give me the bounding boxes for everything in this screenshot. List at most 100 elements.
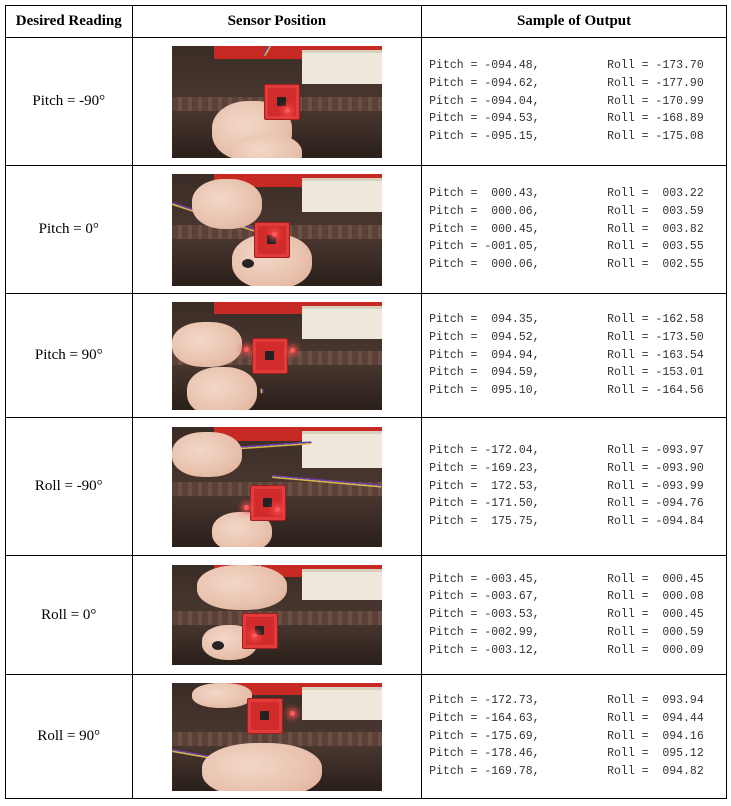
roll-value: Roll = 094.16 — [607, 729, 704, 743]
pitch-value: Pitch = -002.99, — [429, 625, 540, 639]
output-line: Pitch = 000.43, Roll = 003.22 — [429, 185, 726, 203]
table-row: Roll = 90° Pitch = -172.73, Roll = 093.94 P… — [5, 674, 727, 799]
pitch-value: Pitch = -003.45, — [429, 572, 540, 586]
desired-reading-cell: Pitch = -90° — [5, 37, 133, 166]
pitch-value: Pitch = 094.52, — [429, 330, 540, 344]
roll-value: Roll = -164.56 — [607, 384, 704, 398]
pitch-value: Pitch = -178.46, — [429, 747, 540, 761]
output-line: Pitch = -001.05, Roll = 003.55 — [429, 238, 726, 256]
output-line: Pitch = -169.23, Roll = -093.90 — [429, 460, 726, 478]
output-line: Pitch = -003.45, Roll = 000.45 — [429, 571, 726, 589]
roll-value: Roll = -093.90 — [607, 461, 704, 475]
pitch-value: Pitch = -172.04, — [429, 444, 540, 457]
roll-value: Roll = -153.01 — [607, 366, 704, 380]
output-line: Pitch = 094.52, Roll = -173.50 — [429, 329, 726, 347]
output-line: Pitch = -172.04, Roll = -093.97 — [429, 442, 726, 460]
output-line: Pitch = -172.73, Roll = 093.94 — [429, 692, 726, 710]
desired-reading-cell: Roll = 90° — [5, 674, 133, 799]
sensor-position-cell — [131, 37, 423, 166]
pitch-value: Pitch = 094.94, — [429, 348, 540, 362]
roll-value: Roll = -094.76 — [607, 497, 704, 511]
sensor-photo — [171, 45, 382, 158]
output-line: Pitch = -094.62, Roll = -177.90 — [429, 75, 726, 93]
output-line: Pitch = 000.06, Roll = 003.59 — [429, 203, 726, 221]
table-row: Pitch = 90° Pitch = 094.35, Roll = -162.58… — [5, 293, 727, 418]
table-row: Pitch = -90° Pitch = -094.48, Roll = -173.… — [5, 37, 727, 166]
roll-value: Roll = 003.59 — [607, 204, 704, 218]
output-line: Pitch = 172.53, Roll = -093.99 — [429, 478, 726, 496]
output-line: Pitch = 175.75, Roll = -094.84 — [429, 513, 726, 531]
roll-value: Roll = -094.84 — [607, 515, 704, 529]
sensor-photo — [171, 682, 382, 791]
sample-output-cell: Pitch = 094.35, Roll = -162.58 Pitch = 094… — [421, 293, 727, 418]
output-line: Pitch = -002.99, Roll = 000.59 — [429, 624, 726, 642]
pitch-value: Pitch = -003.53, — [429, 608, 540, 622]
roll-value: Roll = 093.94 — [607, 694, 704, 707]
sensor-position-cell — [131, 555, 423, 675]
roll-value: Roll = -173.70 — [607, 59, 704, 72]
orientation-table: Desired Reading Sensor Position Sample o… — [5, 5, 727, 799]
output-line: Pitch = 094.59, Roll = -153.01 — [429, 364, 726, 382]
roll-value: Roll = -173.50 — [607, 330, 704, 344]
sensor-position-cell — [131, 417, 423, 556]
pitch-value: Pitch = -175.69, — [429, 729, 540, 743]
roll-value: Roll = 000.45 — [607, 608, 704, 622]
sample-output-cell: Pitch = -172.73, Roll = 093.94 Pitch = -16… — [421, 674, 727, 799]
table-row: Pitch = 0° Pitch = 000.43, Roll = 003.22 Pi… — [5, 165, 727, 294]
roll-value: Roll = 094.44 — [607, 711, 704, 725]
output-line: Pitch = -175.69, Roll = 094.16 — [429, 728, 726, 746]
output-line: Pitch = -171.50, Roll = -094.76 — [429, 495, 726, 513]
pitch-value: Pitch = -001.05, — [429, 240, 540, 254]
header-sample-output: Sample of Output — [421, 5, 727, 38]
roll-value: Roll = -162.58 — [607, 313, 704, 326]
sample-output-cell: Pitch = -094.48, Roll = -173.70 Pitch = -0… — [421, 37, 727, 166]
pitch-value: Pitch = 000.06, — [429, 258, 540, 272]
sensor-position-cell — [131, 293, 423, 418]
pitch-value: Pitch = 095.10, — [429, 384, 540, 398]
pitch-value: Pitch = -169.78, — [429, 765, 540, 779]
pitch-value: Pitch = 000.43, — [429, 187, 540, 200]
header-row: Desired Reading Sensor Position Sample o… — [5, 5, 727, 38]
output-line: Pitch = -164.63, Roll = 094.44 — [429, 710, 726, 728]
pitch-value: Pitch = -094.04, — [429, 94, 540, 108]
pitch-value: Pitch = 000.06, — [429, 204, 540, 218]
output-line: Pitch = -003.67, Roll = 000.08 — [429, 588, 726, 606]
output-line: Pitch = 094.94, Roll = -163.54 — [429, 347, 726, 365]
roll-value: Roll = 000.09 — [607, 643, 704, 657]
roll-value: Roll = -177.90 — [607, 76, 704, 90]
header-sensor-position: Sensor Position — [131, 5, 423, 38]
output-line: Pitch = 000.45, Roll = 003.82 — [429, 221, 726, 239]
output-line: Pitch = 095.10, Roll = -164.56 — [429, 382, 726, 400]
output-line: Pitch = -178.46, Roll = 095.12 — [429, 745, 726, 763]
roll-value: Roll = 003.22 — [607, 187, 704, 200]
sensor-photo — [171, 565, 382, 665]
pitch-value: Pitch = -003.12, — [429, 643, 540, 657]
roll-value: Roll = -093.97 — [607, 444, 704, 457]
pitch-value: Pitch = 000.45, — [429, 222, 540, 236]
roll-value: Roll = -175.08 — [607, 130, 704, 144]
output-line: Pitch = -094.53, Roll = -168.89 — [429, 110, 726, 128]
pitch-value: Pitch = -094.62, — [429, 76, 540, 90]
roll-value: Roll = -093.99 — [607, 479, 704, 493]
roll-value: Roll = 000.59 — [607, 625, 704, 639]
sample-output-cell: Pitch = -172.04, Roll = -093.97 Pitch = -1… — [421, 417, 727, 556]
sample-output-cell: Pitch = 000.43, Roll = 003.22 Pitch = 000.… — [421, 165, 727, 294]
desired-reading-cell: Pitch = 90° — [5, 293, 133, 418]
sample-output-cell: Pitch = -003.45, Roll = 000.45 Pitch = -00… — [421, 555, 727, 675]
table-row: Roll = 0° Pitch = -003.45, Roll = 000.45 Pi… — [5, 555, 727, 675]
desired-reading-cell: Roll = 0° — [5, 555, 133, 675]
roll-value: Roll = 000.45 — [607, 572, 704, 586]
pitch-value: Pitch = -003.67, — [429, 590, 540, 604]
pitch-value: Pitch = -169.23, — [429, 461, 540, 475]
header-desired-reading: Desired Reading — [5, 5, 133, 38]
pitch-value: Pitch = -172.73, — [429, 694, 540, 707]
pitch-value: Pitch = -164.63, — [429, 711, 540, 725]
output-line: Pitch = -169.78, Roll = 094.82 — [429, 763, 726, 781]
output-line: Pitch = 094.35, Roll = -162.58 — [429, 311, 726, 329]
output-line: Pitch = 000.06, Roll = 002.55 — [429, 256, 726, 274]
output-line: Pitch = -003.12, Roll = 000.09 — [429, 642, 726, 660]
pitch-value: Pitch = 172.53, — [429, 479, 540, 493]
desired-reading-cell: Pitch = 0° — [5, 165, 133, 294]
sensor-position-cell — [131, 165, 423, 294]
roll-value: Roll = 002.55 — [607, 258, 704, 272]
